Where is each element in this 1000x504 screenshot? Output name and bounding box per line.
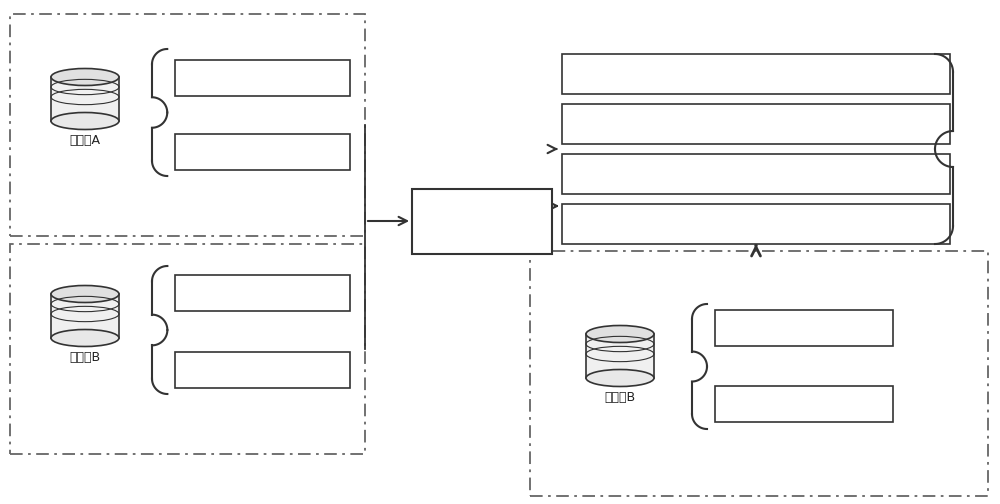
Text: 数据库B: 数据库B: [604, 391, 636, 404]
Text: 比较同步系统: 比较同步系统: [458, 215, 506, 228]
Polygon shape: [51, 77, 119, 121]
Text: 记录A1: 记录A1: [247, 286, 278, 299]
Text: 记录B: 记录B: [251, 146, 274, 158]
Bar: [175, 134, 350, 170]
Bar: [175, 60, 350, 96]
Bar: [562, 204, 950, 244]
Ellipse shape: [51, 112, 119, 130]
Text: 源中有，但目的库中没有，则生成insert的DML语句: 源中有，但目的库中没有，则生成insert的DML语句: [577, 169, 753, 179]
Bar: [530, 251, 988, 496]
Text: 记录A: 记录A: [251, 72, 274, 85]
Polygon shape: [51, 294, 119, 338]
Bar: [10, 244, 365, 454]
Text: 记录B: 记录B: [792, 398, 816, 410]
Bar: [175, 352, 350, 388]
Ellipse shape: [51, 285, 119, 302]
Polygon shape: [586, 334, 654, 378]
Text: 数据库B: 数据库B: [69, 351, 101, 364]
Bar: [715, 310, 893, 346]
Text: 结构不同，生成数据库B对应的DDL语句: 结构不同，生成数据库B对应的DDL语句: [577, 69, 707, 79]
Ellipse shape: [51, 69, 119, 86]
Bar: [562, 104, 950, 144]
Bar: [10, 14, 365, 236]
Text: 源中没有，目的库中有，则生成delete的DML语句: 源中没有，目的库中有，则生成delete的DML语句: [577, 219, 749, 229]
Bar: [412, 189, 552, 254]
Text: 主键相同或唯一约束相同，其他数据不同，则生成update的DML语句: 主键相同或唯一约束相同，其他数据不同，则生成update的DML语句: [577, 119, 806, 129]
Bar: [715, 386, 893, 422]
Ellipse shape: [586, 369, 654, 387]
Ellipse shape: [51, 330, 119, 347]
Text: 数据库A: 数据库A: [70, 134, 100, 147]
Text: 记录C: 记录C: [251, 363, 274, 376]
Bar: [562, 54, 950, 94]
Ellipse shape: [586, 326, 654, 343]
Bar: [175, 275, 350, 311]
Text: 记录A: 记录A: [792, 322, 816, 335]
Bar: [562, 154, 950, 194]
